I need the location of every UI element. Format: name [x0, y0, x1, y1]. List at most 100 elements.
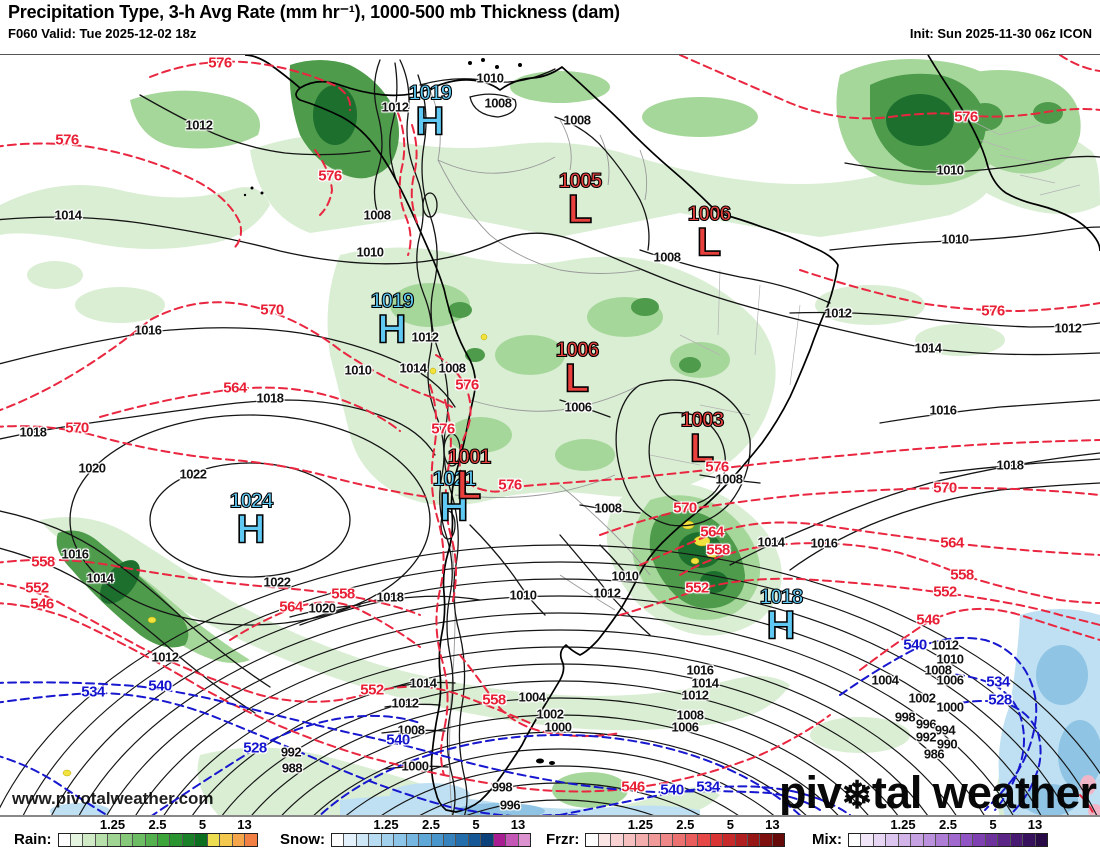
isobar-label: 986: [923, 746, 945, 762]
legend-color-cells: [331, 833, 531, 847]
isobar-label: 1018: [996, 457, 1024, 473]
legend-color-cell: [518, 834, 530, 846]
thickness-label-red: 546: [916, 611, 940, 629]
legend-scale-label: Mix:: [812, 831, 842, 848]
thickness-label-blue: 534: [81, 683, 105, 701]
isobar-label: 1006: [936, 672, 964, 688]
isobar-label: 1022: [179, 466, 207, 482]
legend-color-cell: [623, 834, 637, 846]
isobar-label: 1020: [78, 460, 106, 476]
legend-color-cell: [58, 834, 71, 846]
legend-color-cell: [406, 834, 420, 846]
thickness-label-red: 570: [673, 499, 697, 517]
isobar-label: 1008: [924, 662, 952, 678]
legend-tick: 1.25: [890, 817, 916, 832]
brand-text-right: tal weather: [871, 767, 1097, 817]
legend-scale-frzr: Frzr: 1.25 2.5 5 13: [546, 817, 812, 848]
thickness-label-blue: 528: [243, 739, 267, 757]
legend-color-cell: [873, 834, 887, 846]
pressure-center-high: 1018 H: [759, 585, 804, 648]
legend-color-cell: [911, 834, 924, 846]
legend-color-cell: [356, 834, 370, 846]
legend-color-cell: [998, 834, 1011, 846]
legend-color-cell: [710, 834, 724, 846]
thickness-label-red: 552: [25, 579, 49, 597]
legend-color-cell: [443, 834, 457, 846]
pressure-center-low: 1006 L: [555, 338, 600, 399]
thickness-label-red: 558: [331, 585, 355, 603]
pressure-center-value: 1018: [759, 585, 804, 609]
pressure-center-value: 1003: [680, 408, 725, 432]
isobar-label: 998: [894, 709, 916, 725]
legend-color-cell: [1035, 834, 1047, 846]
legend-color-cell: [108, 834, 121, 846]
thickness-label-red: 576: [208, 55, 232, 72]
legend-colorbar: 1.25 2.5 5 13: [331, 817, 531, 848]
isobar-label: 1016: [929, 402, 957, 418]
thickness-label-red: 564: [279, 598, 303, 616]
legend-color-cell: [923, 834, 937, 846]
legend-tick: 13: [237, 817, 252, 832]
legend-color-cell: [506, 834, 519, 846]
legend-color-cell: [145, 834, 158, 846]
legend-color-cell: [611, 834, 624, 846]
isobar-label: 1018: [376, 589, 404, 605]
isobar-label: 1008: [563, 112, 591, 128]
thickness-label-red: 558: [31, 553, 55, 571]
legend-tick: 2.5: [938, 817, 958, 832]
isobar-label: 1012: [593, 585, 621, 601]
isobar-label: 1002: [536, 706, 564, 722]
legend-scale-label: Frzr:: [546, 831, 580, 848]
legend-color-cell: [1010, 834, 1024, 846]
isobar-label: 1008: [594, 500, 622, 516]
isobar-label: 990: [936, 736, 958, 752]
pressure-center-value: 1001: [447, 445, 492, 469]
legend-scale-mix: Mix: 1.25 2.5 5 13: [812, 817, 1078, 848]
valid-time: F060 Valid: Tue 2025-12-02 18z: [8, 26, 197, 41]
legend-tick: 5: [198, 817, 207, 832]
thickness-label-blue: 534: [986, 673, 1010, 691]
thickness-label-blue: 540: [148, 677, 172, 695]
precip-rate-legend: Rain: 1.25 2.5 5 13 Snow: 1.25 2.5 5 13 Frzr: 1.25 2…: [0, 817, 1100, 850]
pressure-center-letter: H: [377, 307, 407, 352]
legend-color-cells: [585, 833, 786, 847]
pressure-center-value: 1024: [229, 489, 274, 513]
legend-color-cell: [973, 834, 986, 846]
thickness-label-red: 558: [950, 566, 974, 584]
thickness-label-red: 576: [981, 302, 1005, 320]
legend-color-cell: [431, 834, 444, 846]
legend-tick: 5: [472, 817, 480, 832]
isobar-label: 1012: [411, 329, 439, 345]
pressure-center-value: 1006: [687, 202, 732, 226]
legend-color-cell: [133, 834, 146, 846]
pressure-center-letter: H: [766, 603, 796, 648]
thickness-label-blue: 540: [386, 731, 410, 749]
snowflake-icon: ❄: [841, 775, 873, 817]
legend-color-cell: [481, 834, 494, 846]
isobar-label: 1004: [518, 689, 546, 705]
isobar-label: 994: [934, 722, 956, 738]
legend-color-cell: [120, 834, 134, 846]
legend-color-cell: [1023, 834, 1036, 846]
pressure-center-value: 1019: [370, 289, 415, 313]
isobar-label: 1016: [810, 535, 838, 551]
legend-color-cell: [493, 834, 507, 846]
legend-color-cell: [985, 834, 999, 846]
isobar-label: 1010: [611, 568, 639, 584]
pressure-center-low: 1006 L: [687, 202, 732, 263]
isobar-label: 1022: [263, 574, 291, 590]
legend-color-cell: [95, 834, 109, 846]
thickness-label-blue: 528: [988, 691, 1012, 709]
isobar-label: 996: [915, 716, 937, 732]
thickness-label-red: 576: [455, 376, 479, 394]
pressure-center-value: 1006: [555, 338, 600, 362]
isobar-label: 1008: [715, 471, 743, 487]
legend-color-cell: [70, 834, 84, 846]
isobar-label: 1012: [151, 649, 179, 665]
thickness-label-red: 576: [498, 476, 522, 494]
isobar-label: 1020: [308, 600, 336, 616]
legend-color-cell: [83, 834, 96, 846]
thickness-label-red: 552: [933, 583, 957, 601]
isobar-label: 1010: [936, 651, 964, 667]
legend-color-cell: [698, 834, 711, 846]
